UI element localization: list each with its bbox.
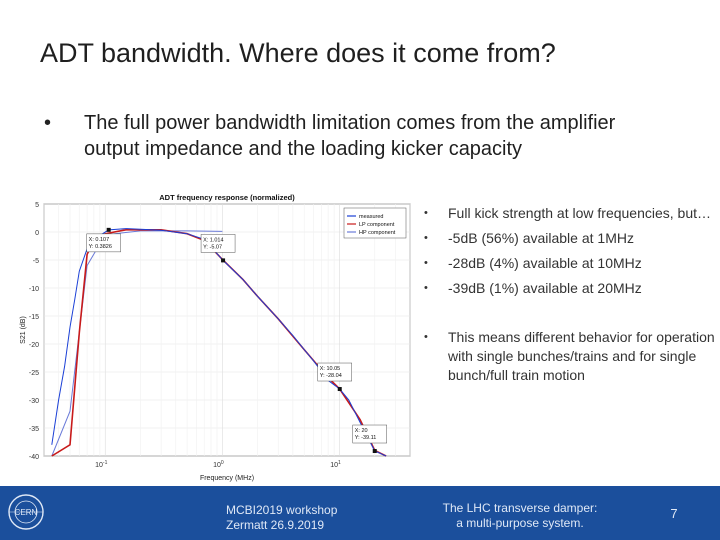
x-axis-label: Frequency (MHz) <box>200 475 254 482</box>
y-tick-label: -40 <box>29 454 39 461</box>
x-tick-label: 101 <box>330 460 341 469</box>
footer-workshop-line2: Zermatt 26.9.2019 <box>226 518 325 532</box>
footer-bar: CERN MCBI2019 workshop Zermatt 26.9.2019… <box>0 486 720 540</box>
footer-talk-line1: The LHC transverse damper: <box>442 501 598 515</box>
bullet-dot: • <box>424 207 428 219</box>
bullet-dot: • <box>424 232 428 244</box>
side-bullet-text: Full kick strength at low frequencies, b… <box>448 205 712 221</box>
chart-title: ADT frequency response (normalized) <box>159 193 295 202</box>
datatip-x-label: X: 1.014 <box>203 237 224 243</box>
bullet-dot: • <box>44 112 52 134</box>
footer-workshop-line1: MCBI2019 workshop <box>226 503 338 517</box>
slide-title: ADT bandwidth. Where does it come from? <box>40 38 556 68</box>
y-tick-label: 0 <box>35 230 39 237</box>
bullet-dot: • <box>424 331 428 343</box>
side-bullet: • -5dB (56%) available at 1MHz <box>420 229 716 248</box>
y-tick-label: -10 <box>29 286 39 293</box>
frequency-response-chart: 5 0 -5 -10 -15 -20 -25 -30 -35 -40 10-1 100 101 ADT f… <box>20 193 411 482</box>
y-tick-label: -35 <box>29 426 39 433</box>
y-tick-label: -20 <box>29 342 39 349</box>
y-tick-label: 5 <box>35 202 39 209</box>
datatip-y-label: Y: -39.11 <box>355 435 377 441</box>
datatip-box <box>86 233 121 253</box>
y-tick-label: -25 <box>29 370 39 377</box>
legend-label: HP component <box>359 230 396 236</box>
y-tick-label: -30 <box>29 398 39 405</box>
side-bullet: • -28dB (4%) available at 10MHz <box>420 254 716 273</box>
datatip-box <box>200 234 236 253</box>
bullet-dot: • <box>424 257 428 269</box>
datatip-x-label: X: 10.05 <box>320 366 341 372</box>
bullet-dot: • <box>424 282 428 294</box>
legend-label: measured <box>359 214 383 220</box>
y-axis-label: S21 (dB) <box>20 316 27 344</box>
side-bullet-list: • Full kick strength at low frequencies, … <box>420 204 716 391</box>
datatip-x-label: X: 0.107 <box>89 237 110 243</box>
series-line-measured <box>51 228 387 457</box>
datatip-y-label: Y: -28.04 <box>320 373 342 379</box>
page-number: 7 <box>670 506 678 521</box>
cern-logo-icon: CERN <box>8 494 44 530</box>
datatip-marker <box>337 387 342 392</box>
footer-talk-line2: a multi-purpose system. <box>456 516 584 530</box>
y-tick-label: -5 <box>33 258 39 265</box>
legend-box <box>343 207 407 239</box>
side-bullet: • Full kick strength at low frequencies, … <box>420 204 716 223</box>
side-bullet-text: -39dB (1%) available at 20MHz <box>448 280 642 296</box>
x-tick-label: 100 <box>213 460 224 469</box>
datatip-marker <box>372 449 377 454</box>
side-bullet-text: -5dB (56%) available at 1MHz <box>448 230 634 246</box>
datatip-y-label: Y: -5.07 <box>203 244 222 250</box>
logo-text: CERN <box>15 508 38 517</box>
footer-workshop: MCBI2019 workshop Zermatt 26.9.2019 <box>226 503 356 533</box>
datatip-marker <box>221 258 226 263</box>
side-bullet: • This means different behavior for opera… <box>420 328 716 385</box>
datatip-marker <box>106 227 111 232</box>
footer-talk-title: The LHC transverse damper: a multi-purpo… <box>430 501 610 531</box>
datatip-x-label: X: 20 <box>355 428 368 434</box>
datatip-box <box>352 424 387 444</box>
y-tick-label: -15 <box>29 314 39 321</box>
side-bullet-text: This means different behavior for operat… <box>448 329 715 383</box>
side-bullet-text: -28dB (4%) available at 10MHz <box>448 255 642 271</box>
legend-label: LP component <box>359 222 395 228</box>
main-bullet-text: The full power bandwidth limitation come… <box>84 112 616 160</box>
datatip-box <box>317 362 352 382</box>
side-bullet: • -39dB (1%) available at 20MHz <box>420 279 716 298</box>
datatip-y-label: Y: 0.3826 <box>89 244 112 250</box>
x-tick-label: 10-1 <box>95 460 107 469</box>
